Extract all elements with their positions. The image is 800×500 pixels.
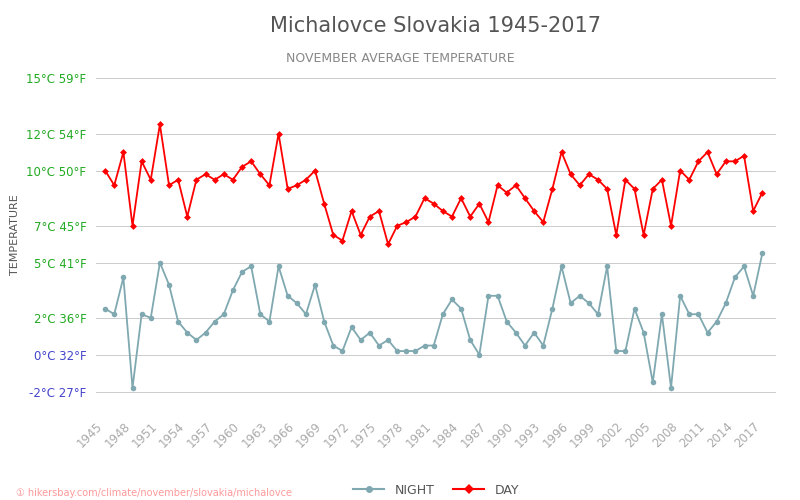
Legend: NIGHT, DAY: NIGHT, DAY [348, 479, 524, 500]
Text: NOVEMBER AVERAGE TEMPERATURE: NOVEMBER AVERAGE TEMPERATURE [286, 52, 514, 66]
Y-axis label: TEMPERATURE: TEMPERATURE [10, 194, 21, 276]
Text: ① hikersbay.com/climate/november/slovakia/michalovce: ① hikersbay.com/climate/november/slovaki… [16, 488, 292, 498]
Title: Michalovce Slovakia 1945-2017: Michalovce Slovakia 1945-2017 [270, 16, 602, 36]
